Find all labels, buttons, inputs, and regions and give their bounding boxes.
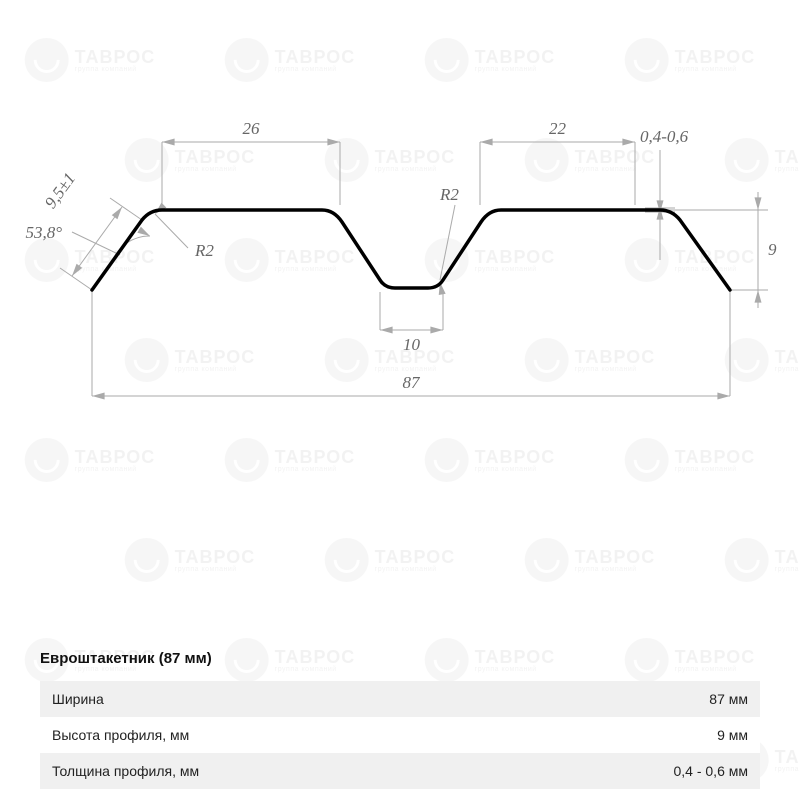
- spec-value: 0,4 - 0,6 мм: [497, 753, 760, 789]
- spec-value: 87 мм: [497, 681, 760, 717]
- svg-text:10: 10: [403, 335, 421, 354]
- spec-label: Высота профиля, мм: [40, 717, 497, 753]
- svg-text:R2: R2: [194, 241, 214, 260]
- svg-text:87: 87: [403, 373, 422, 392]
- spec-label: Толщина профиля, мм: [40, 753, 497, 789]
- svg-text:9,5±1: 9,5±1: [41, 169, 79, 212]
- spec-row: Ширина87 мм: [40, 681, 760, 717]
- svg-text:0,4-0,6: 0,4-0,6: [640, 127, 689, 146]
- svg-text:9: 9: [768, 240, 777, 259]
- spec-row: Высота профиля, мм9 мм: [40, 717, 760, 753]
- spec-title: Евроштакетник (87 мм): [40, 650, 760, 667]
- svg-text:R2: R2: [439, 185, 459, 204]
- spec-row: Толщина профиля, мм0,4 - 0,6 мм: [40, 753, 760, 789]
- svg-text:53,8°: 53,8°: [25, 223, 62, 242]
- svg-text:26: 26: [243, 119, 261, 138]
- spec-block: Евроштакетник (87 мм) Ширина87 ммВысота …: [40, 650, 760, 789]
- spec-value: 9 мм: [497, 717, 760, 753]
- profile-diagram: 87 26 22 10 9 0,4-0,6 9,5±1 53,8° R2 R2: [0, 0, 800, 540]
- svg-text:22: 22: [549, 119, 567, 138]
- spec-label: Ширина: [40, 681, 497, 717]
- spec-table: Ширина87 ммВысота профиля, мм9 ммТолщина…: [40, 681, 760, 789]
